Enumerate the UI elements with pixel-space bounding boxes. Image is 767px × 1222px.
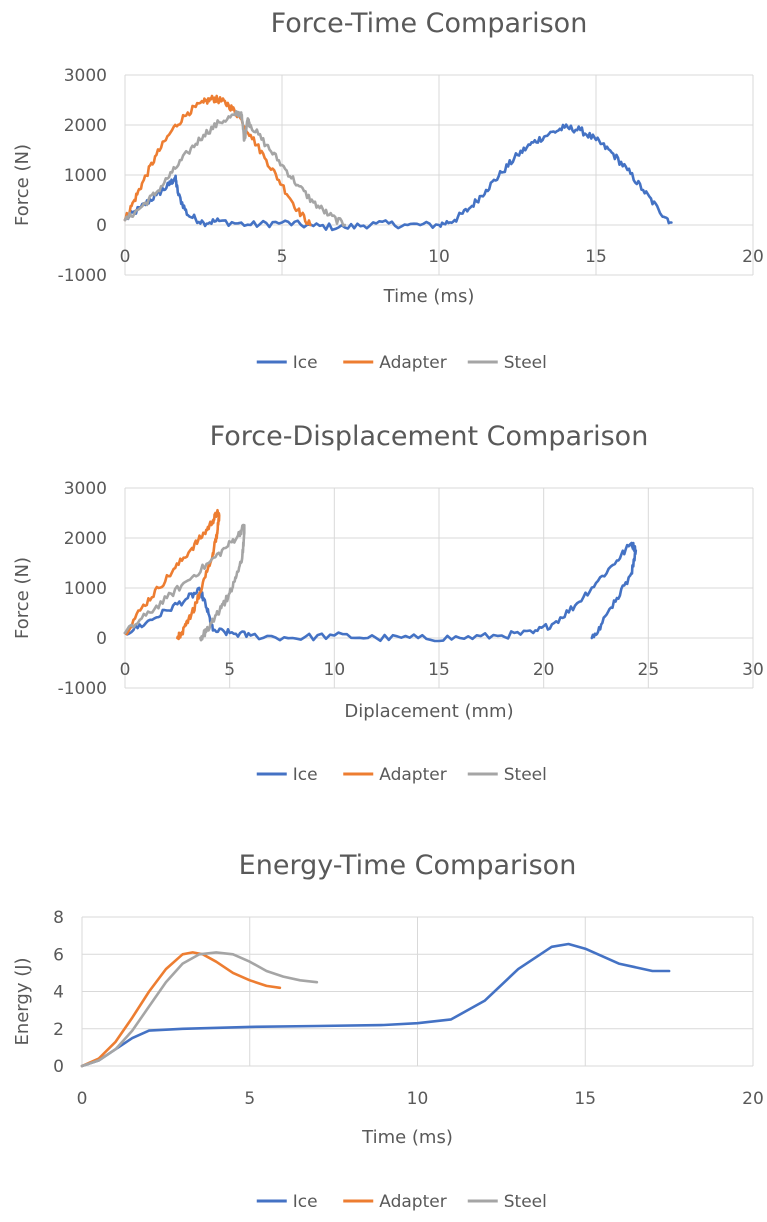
- x-tick-label: 15: [428, 660, 450, 680]
- y-tick-label: 0: [53, 1057, 64, 1077]
- legend-label: Adapter: [379, 353, 446, 373]
- x-tick-label: 20: [533, 660, 555, 680]
- chart-title: Energy-Time Comparison: [239, 850, 577, 881]
- gridlines: [81, 916, 754, 1067]
- y-axis-ticks: -1000 0 1000 2000 3000: [58, 479, 107, 699]
- chart-force-time: Force-Time Comparison -1000 0 1000 2000 3000 0…: [12, 8, 764, 373]
- y-tick-label: 2000: [64, 529, 107, 549]
- y-tick-label: 6: [53, 945, 64, 965]
- x-axis-title: Time (ms): [383, 286, 475, 307]
- x-tick-label: 0: [120, 660, 131, 680]
- legend: Ice Adapter Steel: [256, 353, 547, 373]
- legend-label: Steel: [504, 1192, 547, 1212]
- chart-force-displacement: Force-Displacement Comparison -1000 0 1000 2…: [12, 421, 764, 785]
- series-line-ice: [80, 942, 671, 1068]
- x-tick-label: 30: [742, 660, 764, 680]
- x-tick-label: 10: [407, 1089, 429, 1109]
- legend-item-adapter: Adapter: [343, 1192, 447, 1212]
- legend-label: Ice: [293, 353, 318, 373]
- legend-item-ice: Ice: [256, 765, 318, 785]
- series-lines: [123, 508, 638, 643]
- series-line-adapter: [80, 951, 282, 1068]
- y-tick-label: 0: [96, 216, 107, 236]
- y-tick-label: 4: [53, 983, 64, 1003]
- y-tick-label: 2000: [64, 116, 107, 136]
- legend-item-steel: Steel: [467, 1192, 547, 1212]
- legend-label: Adapter: [379, 765, 446, 785]
- legend-item-steel: Steel: [467, 765, 547, 785]
- x-tick-label: 5: [244, 1089, 255, 1109]
- x-tick-label: 15: [585, 247, 607, 267]
- legend-item-adapter: Adapter: [343, 353, 447, 373]
- x-tick-label: 20: [742, 1089, 764, 1109]
- y-axis-title: Force (N): [12, 557, 33, 639]
- series-line-steel: [80, 951, 319, 1068]
- legend-label: Ice: [293, 1192, 318, 1212]
- series-lines: [80, 942, 671, 1068]
- legend: Ice Adapter Steel: [256, 1192, 547, 1212]
- y-tick-label: 1000: [64, 166, 107, 186]
- x-tick-label: 25: [638, 660, 660, 680]
- x-tick-label: 0: [120, 247, 131, 267]
- y-tick-label: 2: [53, 1020, 64, 1040]
- legend-item-steel: Steel: [467, 353, 547, 373]
- y-axis-title: Energy (J): [12, 957, 33, 1045]
- x-tick-label: 0: [77, 1089, 88, 1109]
- legend: Ice Adapter Steel: [256, 765, 547, 785]
- y-axis-ticks: -1000 0 1000 2000 3000: [58, 66, 107, 286]
- x-tick-label: 5: [224, 660, 235, 680]
- y-tick-label: -1000: [58, 266, 107, 286]
- y-tick-label: 8: [53, 908, 64, 928]
- legend-item-adapter: Adapter: [343, 765, 447, 785]
- series-line-ice: [123, 541, 638, 643]
- x-axis-title: Diplacement (mm): [344, 701, 513, 722]
- chart-title: Force-Displacement Comparison: [210, 421, 649, 452]
- x-tick-label: 20: [742, 247, 764, 267]
- x-tick-label: 15: [574, 1089, 596, 1109]
- legend-label: Adapter: [379, 1192, 446, 1212]
- x-axis-ticks: 0 5 10 15 20 25 30: [120, 660, 764, 680]
- x-axis-title: Time (ms): [361, 1127, 453, 1148]
- y-axis-title: Force (N): [12, 144, 33, 226]
- series-line-ice: [123, 123, 673, 232]
- legend-label: Ice: [293, 765, 318, 785]
- series-line-steel: [123, 523, 246, 642]
- y-tick-label: 0: [96, 629, 107, 649]
- chart-energy-time: Energy-Time Comparison 0 2 4 6 8 0 5 10 15 20 Time …: [12, 850, 764, 1212]
- legend-item-ice: Ice: [256, 1192, 318, 1212]
- x-axis-ticks: 0 5 10 15 20: [120, 247, 764, 267]
- gridlines: [124, 74, 754, 276]
- legend-label: Steel: [504, 353, 547, 373]
- series-line-adapter: [123, 508, 221, 641]
- x-tick-label: 5: [277, 247, 288, 267]
- legend-label: Steel: [504, 765, 547, 785]
- x-tick-label: 10: [324, 660, 346, 680]
- gridlines: [124, 487, 754, 689]
- y-axis-ticks: 0 2 4 6 8: [53, 908, 64, 1077]
- legend-item-ice: Ice: [256, 353, 318, 373]
- chart-title: Force-Time Comparison: [271, 8, 588, 39]
- series-lines: [123, 94, 673, 232]
- x-tick-label: 10: [428, 247, 450, 267]
- y-tick-label: 3000: [64, 66, 107, 86]
- series-line-steel: [123, 110, 347, 227]
- series-line-adapter: [123, 94, 312, 227]
- x-axis-ticks: 0 5 10 15 20: [77, 1089, 764, 1109]
- y-tick-label: -1000: [58, 679, 107, 699]
- y-tick-label: 1000: [64, 579, 107, 599]
- y-tick-label: 3000: [64, 479, 107, 499]
